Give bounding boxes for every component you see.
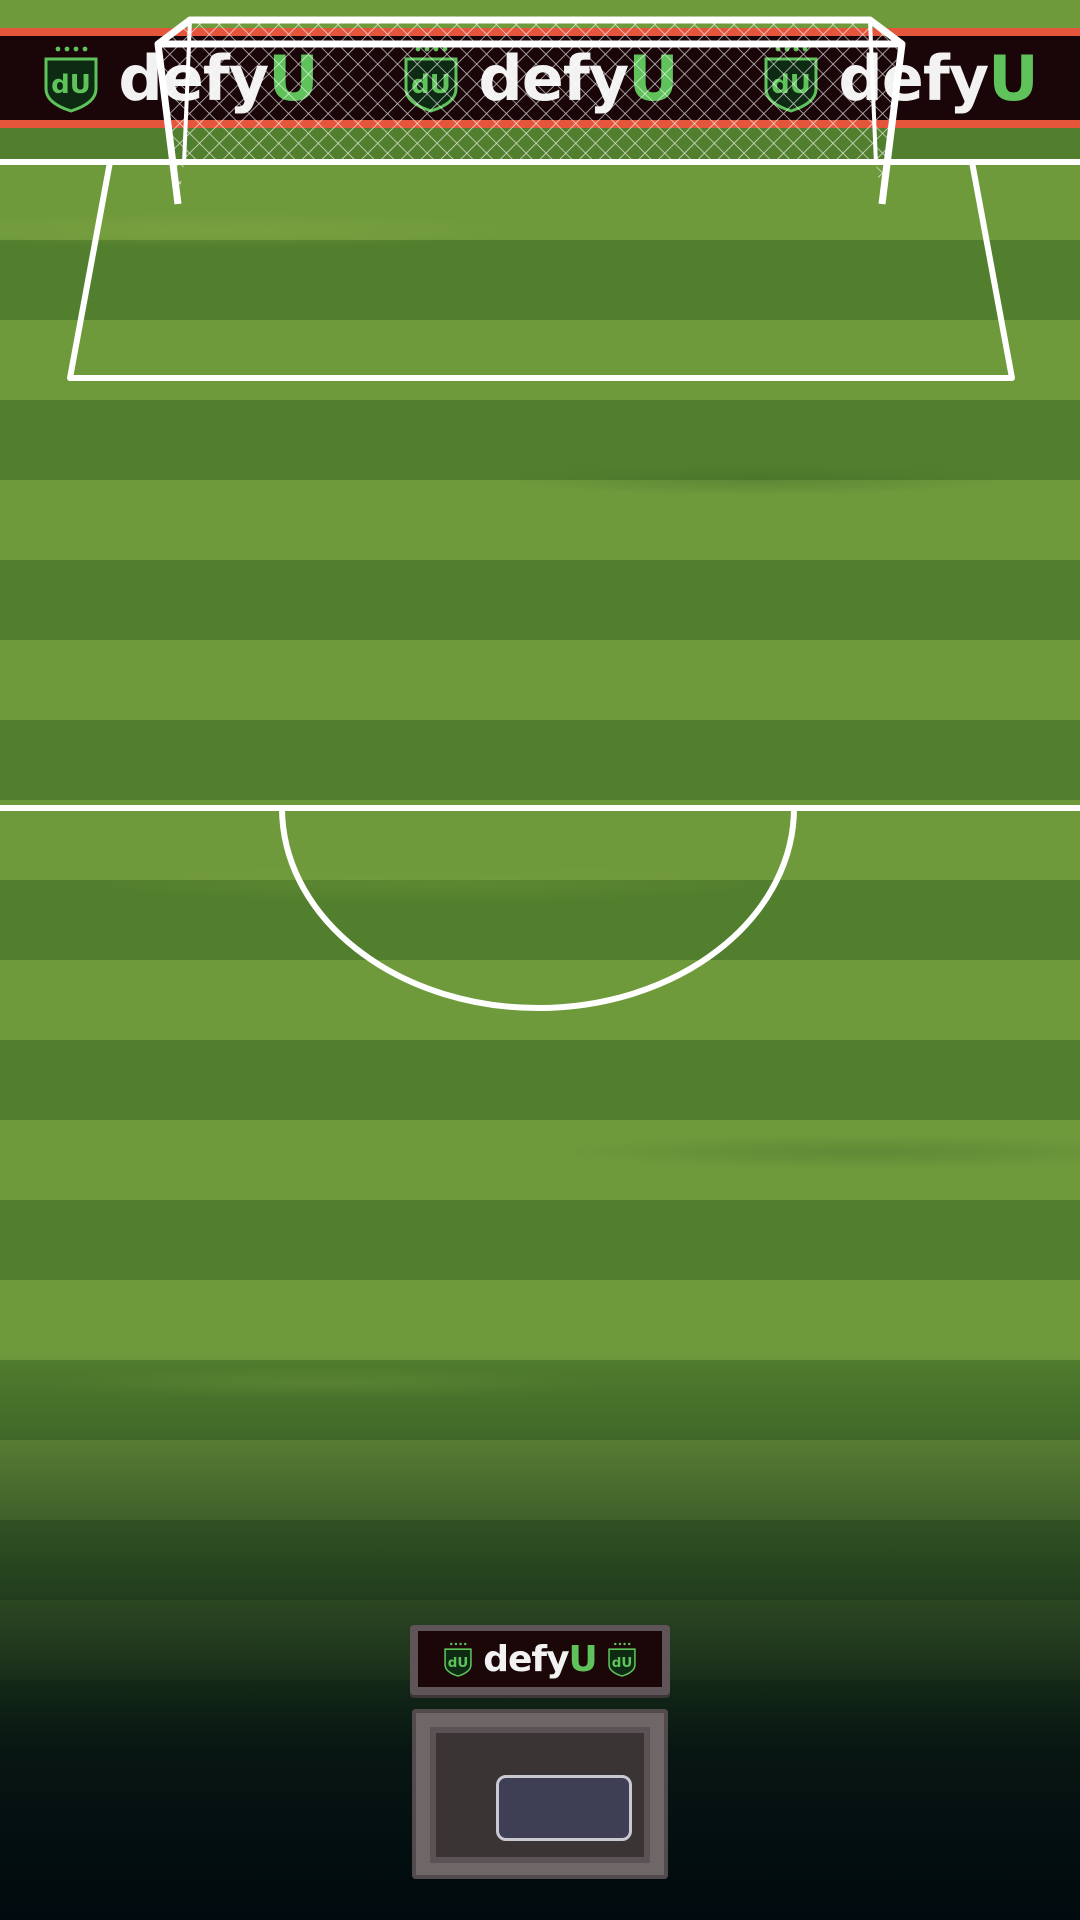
svg-text:dU: dU — [612, 1656, 633, 1671]
defyu-crest-icon: dU — [443, 1640, 473, 1678]
controller-console: dU defyU dU — [410, 1625, 670, 1880]
brand-accent-text: U — [988, 42, 1037, 115]
controller-screen — [430, 1727, 650, 1863]
controller-sign-panel: dU defyU dU — [418, 1631, 662, 1687]
action-button[interactable] — [496, 1775, 632, 1841]
brand-logo: defyU — [483, 1639, 597, 1680]
svg-text:dU: dU — [448, 1656, 469, 1671]
goal-net-icon — [150, 14, 910, 214]
defyu-crest-icon: dU — [607, 1640, 637, 1678]
center-circle — [282, 808, 794, 1008]
brand-main-text: defy — [483, 1639, 568, 1680]
svg-text:dU: dU — [52, 70, 92, 100]
defyu-crest-icon: dU — [42, 43, 100, 113]
controller-sign: dU defyU dU — [410, 1625, 670, 1695]
brand-accent-text: U — [569, 1639, 597, 1680]
controller-body — [412, 1709, 668, 1879]
